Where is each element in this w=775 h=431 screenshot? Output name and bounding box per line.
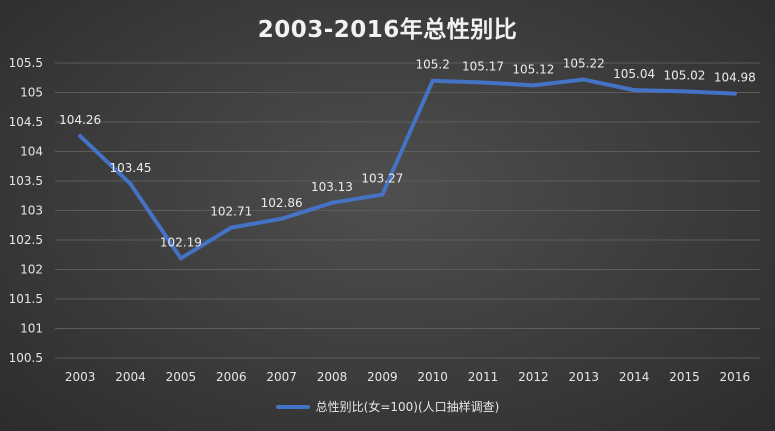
data-label: 105.2 <box>415 58 449 72</box>
data-labels: 104.26 103.45 102.19 102.71 102.86 103.13 103.… <box>59 57 756 250</box>
y-tick-label: 104 <box>20 145 43 159</box>
data-label: 105.12 <box>512 62 554 76</box>
data-label: 105.17 <box>462 59 504 73</box>
data-point <box>329 200 334 205</box>
x-tick-label: 2009 <box>367 370 398 384</box>
data-label: 105.22 <box>563 57 605 71</box>
data-point <box>178 256 183 261</box>
x-tick-label: 2003 <box>65 370 96 384</box>
data-point <box>279 216 284 221</box>
series-line <box>78 77 737 261</box>
data-label: 103.13 <box>311 180 353 194</box>
x-tick-label: 2012 <box>518 370 549 384</box>
data-point <box>128 181 133 186</box>
x-tick-label: 2008 <box>317 370 348 384</box>
data-point <box>430 78 435 83</box>
data-point <box>682 89 687 94</box>
y-tick-label: 101.5 <box>9 292 43 306</box>
data-point <box>581 77 586 82</box>
y-axis-ticks: 100.5 101 101.5 102 102.5 103 103.5 104 104.5 105… <box>9 56 43 365</box>
x-tick-label: 2011 <box>468 370 499 384</box>
gridlines <box>55 62 760 359</box>
x-tick-label: 2016 <box>720 370 751 384</box>
data-point <box>481 80 486 85</box>
y-tick-label: 104.5 <box>9 115 43 129</box>
data-label: 105.02 <box>663 68 705 82</box>
y-tick-label: 103.5 <box>9 174 43 188</box>
data-label: 102.71 <box>210 205 252 219</box>
x-tick-label: 2015 <box>669 370 700 384</box>
data-point <box>380 192 385 197</box>
data-label: 103.27 <box>361 172 403 186</box>
legend-label: 总性别比(女=100)(人口抽样调查) <box>315 400 500 414</box>
x-axis-ticks: 2003 2004 2005 2006 2007 2008 2009 2010 2011 2012… <box>65 370 750 384</box>
x-tick-label: 2010 <box>417 370 448 384</box>
data-label: 104.26 <box>59 113 101 127</box>
x-tick-label: 2005 <box>166 370 197 384</box>
y-tick-label: 102.5 <box>9 233 43 247</box>
data-label: 104.98 <box>714 71 756 85</box>
y-tick-label: 103 <box>20 204 43 218</box>
data-point <box>531 83 536 88</box>
x-tick-label: 2006 <box>216 370 247 384</box>
legend: 总性别比(女=100)(人口抽样调查) <box>0 398 775 415</box>
y-tick-label: 101 <box>20 322 43 336</box>
y-tick-label: 102 <box>20 263 43 277</box>
x-tick-label: 2014 <box>619 370 650 384</box>
data-point <box>732 91 737 96</box>
series-layer <box>78 77 737 261</box>
data-point <box>632 88 637 93</box>
legend-swatch <box>275 404 310 409</box>
data-label: 102.19 <box>160 235 202 249</box>
data-point <box>78 134 83 139</box>
y-tick-label: 100.5 <box>9 351 43 365</box>
data-label: 103.45 <box>110 161 152 175</box>
chart-title: 2003-2016年总性别比 <box>257 17 518 43</box>
y-tick-label: 105.5 <box>9 56 43 70</box>
x-tick-label: 2013 <box>568 370 599 384</box>
data-point <box>229 225 234 230</box>
x-tick-label: 2004 <box>115 370 146 384</box>
x-tick-label: 2007 <box>266 370 297 384</box>
data-label: 105.04 <box>613 67 655 81</box>
data-label: 102.86 <box>261 196 303 210</box>
y-tick-label: 105 <box>20 86 43 100</box>
